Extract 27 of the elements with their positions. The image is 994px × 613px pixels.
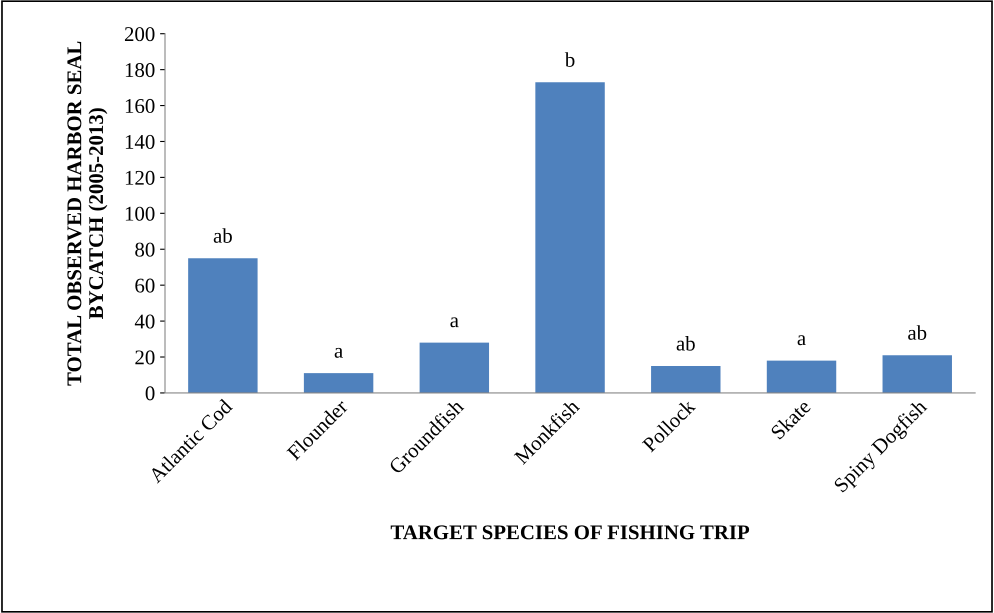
annotation: a (334, 348, 343, 358)
y-tick-label: 180 (126, 63, 154, 78)
y-tick-label: 40 (134, 314, 154, 329)
y-tick-label: 160 (126, 98, 154, 113)
bar (651, 366, 721, 393)
bar (535, 82, 605, 393)
annotation: ab (908, 325, 926, 340)
y-tick-label: 200 (124, 27, 154, 42)
y-tick-label: 120 (126, 170, 154, 185)
y-tick-label: 60 (135, 278, 154, 293)
y-tick-label: 100 (126, 206, 154, 221)
y-tick-label: 20 (135, 350, 154, 364)
bar (420, 342, 490, 393)
y-tick-label: 0 (146, 386, 154, 400)
y-tick-label: 80 (135, 242, 154, 257)
annotation: ab (214, 228, 232, 243)
annotation: a (450, 317, 459, 328)
bar (188, 258, 258, 393)
annotation: b (564, 52, 574, 67)
bar (882, 355, 952, 393)
bar (766, 360, 836, 393)
x-axis-title: TARGET SPECIES OF FISHING TRIP (390, 525, 750, 540)
annotation: a (798, 335, 806, 346)
y-tick-label: 140 (126, 134, 154, 149)
bar (304, 373, 374, 393)
annotation: ab (676, 336, 695, 351)
y-axis-title: TOTAL OBSERVED HARBOR SEAL BYCATCH (2005-2013) (67, 42, 108, 386)
